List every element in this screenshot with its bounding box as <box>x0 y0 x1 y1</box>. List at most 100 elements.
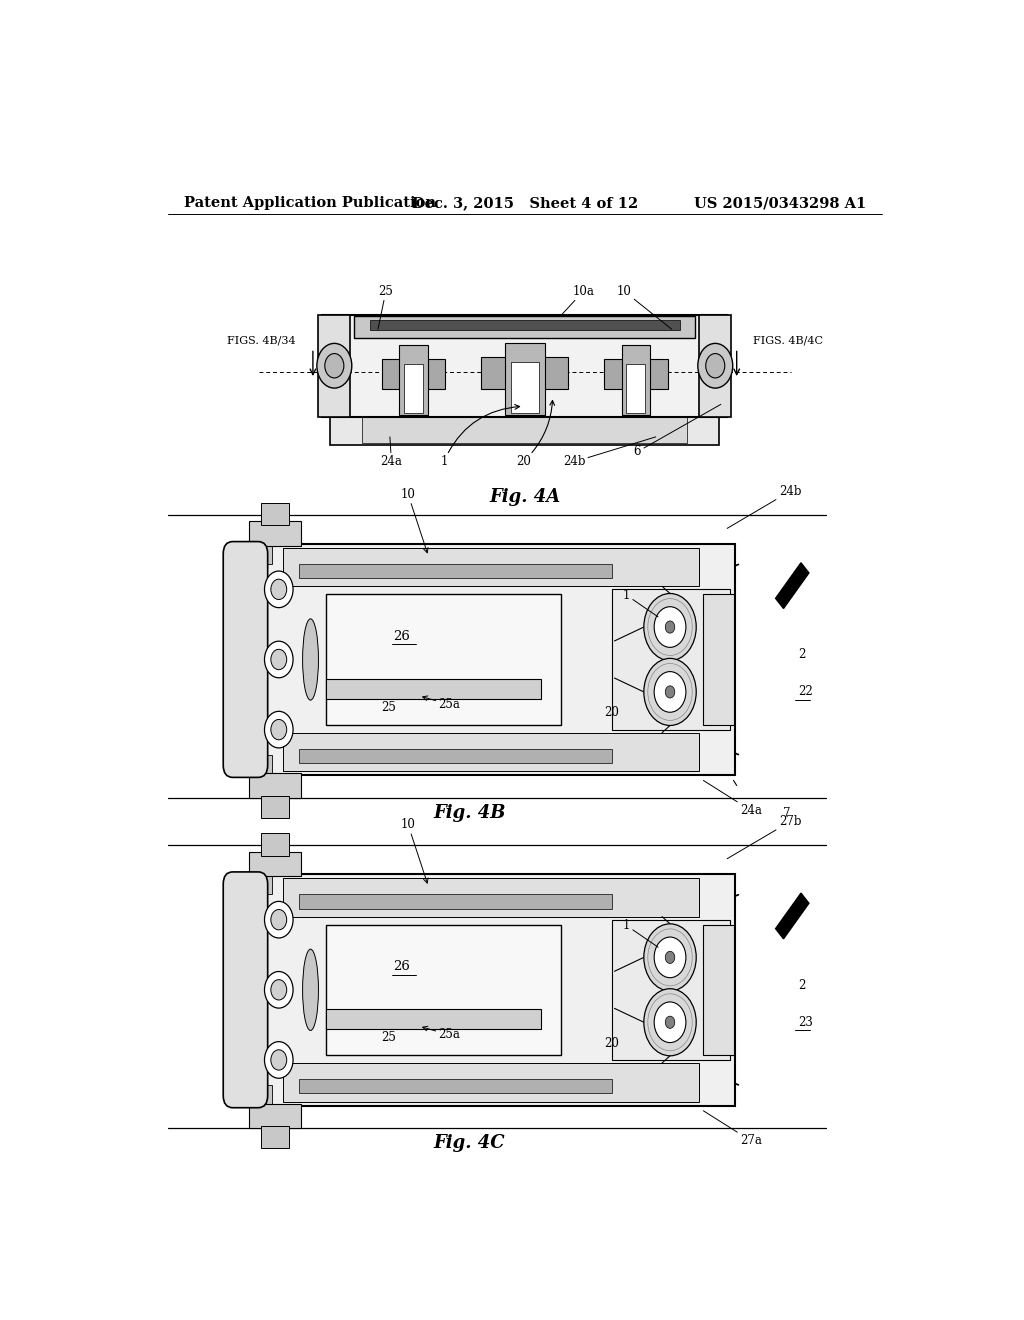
Circle shape <box>264 1041 293 1078</box>
Bar <box>283 548 699 586</box>
Text: 1: 1 <box>623 589 658 616</box>
Text: 2: 2 <box>799 648 806 661</box>
Bar <box>249 876 272 894</box>
Text: 26: 26 <box>393 960 411 973</box>
Bar <box>699 315 731 417</box>
Circle shape <box>264 711 293 748</box>
Bar <box>323 315 727 417</box>
Text: 1: 1 <box>440 404 519 469</box>
Circle shape <box>264 972 293 1008</box>
Text: FIGS. 4B/4C: FIGS. 4B/4C <box>754 335 823 346</box>
Bar <box>505 343 545 414</box>
Text: 22: 22 <box>799 685 813 698</box>
Circle shape <box>654 1002 686 1043</box>
Bar <box>382 359 445 389</box>
Text: Patent Application Publication: Patent Application Publication <box>183 197 435 210</box>
Text: 25: 25 <box>381 701 395 714</box>
Bar <box>612 589 729 730</box>
Text: 25a: 25a <box>423 696 461 711</box>
Polygon shape <box>775 894 809 939</box>
Bar <box>250 851 301 876</box>
Text: 25: 25 <box>378 285 393 329</box>
Circle shape <box>316 343 352 388</box>
Circle shape <box>666 952 675 964</box>
Circle shape <box>270 979 287 1001</box>
Bar <box>261 833 289 855</box>
Bar <box>604 359 668 389</box>
Bar <box>299 1080 612 1093</box>
Text: 24a: 24a <box>381 437 402 469</box>
Bar <box>327 925 561 1055</box>
Bar <box>261 796 289 818</box>
Circle shape <box>264 572 293 607</box>
Bar <box>250 1104 301 1129</box>
Circle shape <box>270 579 287 599</box>
Text: 25a: 25a <box>423 1026 461 1041</box>
Text: 24b: 24b <box>727 484 801 528</box>
Bar <box>261 503 289 525</box>
Bar <box>250 521 301 545</box>
Text: 10: 10 <box>400 488 428 553</box>
Bar <box>511 362 539 412</box>
Bar <box>299 748 612 763</box>
Text: 10: 10 <box>616 285 672 329</box>
Bar <box>481 356 568 389</box>
Text: 10a: 10a <box>560 285 595 315</box>
Text: Fig. 4C: Fig. 4C <box>433 1134 505 1152</box>
Circle shape <box>654 607 686 647</box>
Circle shape <box>270 909 287 929</box>
Text: 27b: 27b <box>727 816 801 859</box>
Bar <box>249 755 272 774</box>
Bar <box>404 364 423 412</box>
Text: 26: 26 <box>393 630 411 643</box>
Circle shape <box>644 659 696 726</box>
Circle shape <box>644 924 696 991</box>
Bar <box>283 878 699 916</box>
Ellipse shape <box>303 619 318 700</box>
Circle shape <box>666 620 675 634</box>
Text: 20: 20 <box>604 1036 620 1049</box>
Bar <box>354 315 695 338</box>
Bar <box>249 1085 272 1104</box>
Bar <box>247 544 735 775</box>
Circle shape <box>644 594 696 660</box>
Bar <box>331 409 719 445</box>
Text: 20: 20 <box>604 706 620 719</box>
Circle shape <box>325 354 344 378</box>
Circle shape <box>654 672 686 713</box>
Text: 2: 2 <box>799 978 806 991</box>
Text: FIGS. 4B/34: FIGS. 4B/34 <box>227 335 296 346</box>
Text: 20: 20 <box>516 400 555 469</box>
FancyBboxPatch shape <box>223 873 267 1107</box>
Bar <box>362 413 687 444</box>
Circle shape <box>706 354 725 378</box>
FancyBboxPatch shape <box>223 541 267 777</box>
Bar <box>327 594 561 725</box>
Bar <box>247 874 735 1106</box>
Ellipse shape <box>303 949 318 1031</box>
Text: 10: 10 <box>400 818 428 883</box>
Text: 25: 25 <box>381 1031 395 1044</box>
Circle shape <box>270 719 287 739</box>
Bar <box>250 774 301 797</box>
Circle shape <box>270 1049 287 1071</box>
Bar <box>622 346 650 414</box>
Polygon shape <box>775 562 809 609</box>
Bar <box>261 1126 289 1148</box>
Bar <box>327 678 541 698</box>
Text: 6: 6 <box>634 404 721 458</box>
Circle shape <box>264 642 293 677</box>
Text: Fig. 4B: Fig. 4B <box>433 804 506 822</box>
Bar <box>627 364 645 412</box>
Circle shape <box>666 686 675 698</box>
Text: 23: 23 <box>799 1016 813 1028</box>
Bar <box>283 733 699 771</box>
Bar <box>327 1008 541 1030</box>
Text: 7: 7 <box>783 808 791 821</box>
Circle shape <box>264 902 293 939</box>
Text: 24a: 24a <box>703 780 762 817</box>
Bar <box>399 346 428 414</box>
Circle shape <box>666 1016 675 1028</box>
Bar <box>370 319 680 330</box>
Bar <box>249 545 272 564</box>
